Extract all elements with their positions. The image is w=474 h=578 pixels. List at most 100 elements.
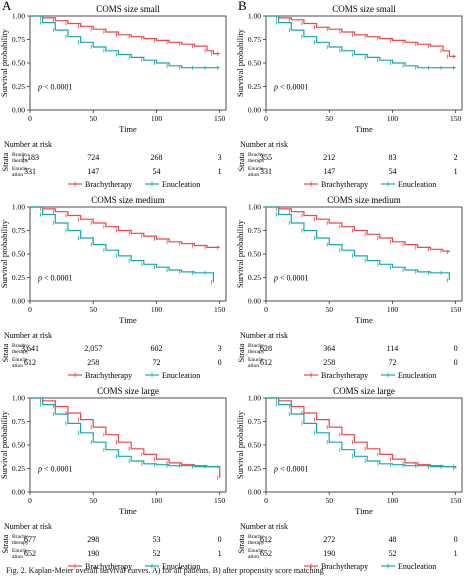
risk-count: 1 <box>218 549 222 558</box>
survival-curve <box>30 206 220 248</box>
risk-row-label: Brachy- <box>248 152 266 158</box>
risk-count: 52 <box>152 549 160 558</box>
x-tick-label: 150 <box>450 305 462 314</box>
p-value-label: p < 0.0001 <box>273 465 309 474</box>
y-tick-label: 1.00 <box>12 12 25 21</box>
risk-count: 331 <box>24 167 36 176</box>
km-panel: COMS size medium 0.00 0.25 0.50 0.75 1.00Surv… <box>235 195 463 380</box>
risk-count: 628 <box>260 344 272 353</box>
risk-count: 3 <box>218 153 222 162</box>
y-tick-label: 0.75 <box>12 226 25 235</box>
chart-title: COMS size large <box>333 386 395 396</box>
risk-row-label: Brachy- <box>248 534 266 540</box>
risk-row-label: ation <box>248 363 259 369</box>
survival-curve <box>266 206 450 253</box>
x-tick-label: 50 <box>325 114 333 123</box>
risk-row-label: ation <box>248 554 259 560</box>
chart-title: COMS size small <box>96 4 160 14</box>
p-value-label: p < 0.0001 <box>37 83 73 92</box>
y-tick-label: 0.00 <box>248 297 261 306</box>
km-panel: COMS size medium 0.00 0.25 0.50 0.75 1.00Surv… <box>0 195 227 380</box>
risk-count: 364 <box>323 344 335 353</box>
x-tick-label: 0 <box>28 114 32 123</box>
panel-letter: B <box>238 0 247 13</box>
risk-count: 298 <box>87 535 99 544</box>
x-tick-label: 0 <box>28 305 32 314</box>
risk-count: 677 <box>24 535 36 544</box>
risk-row-label: ation <box>12 363 23 369</box>
y-tick-label: 0.75 <box>248 226 261 235</box>
x-tick-label: 50 <box>89 496 97 505</box>
risk-count: 652 <box>260 549 272 558</box>
y-tick-label: 0.25 <box>12 464 25 473</box>
survival-curve <box>266 397 456 468</box>
x-tick-label: 0 <box>264 305 268 314</box>
legend-label: Brachytherapy <box>321 180 368 189</box>
strata-label: Strata <box>237 152 246 171</box>
risk-row-label: therapy <box>248 349 265 355</box>
risk-count: 1 <box>454 549 458 558</box>
y-tick-label: 0.50 <box>12 441 25 450</box>
y-axis-label: Survival probability <box>235 28 245 97</box>
risk-count: 652 <box>24 549 36 558</box>
risk-row-label: Brachy- <box>12 343 30 349</box>
x-tick-label: 100 <box>151 496 163 505</box>
risk-count: 331 <box>260 167 272 176</box>
risk-count: 0 <box>454 344 458 353</box>
y-axis-label: Survival probability <box>235 410 245 479</box>
risk-row-label: therapy <box>12 158 29 164</box>
legend-label: Brachytherapy <box>321 371 368 380</box>
x-tick-label: 150 <box>450 114 462 123</box>
risk-count: 258 <box>87 358 99 367</box>
y-tick-label: 0.50 <box>248 250 261 259</box>
risk-row-label: ation <box>12 554 23 560</box>
survival-curve <box>266 397 457 469</box>
x-tick-label: 0 <box>264 114 268 123</box>
risk-table-title: Number at risk <box>240 140 288 149</box>
risk-row-label: Enucle- <box>12 548 29 554</box>
risk-count: 54 <box>388 167 396 176</box>
risk-row-label: Enucle- <box>248 548 265 554</box>
risk-row-label: ation <box>12 172 23 178</box>
legend-label: Brachytherapy <box>85 180 132 189</box>
risk-count: 612 <box>24 358 36 367</box>
survival-curve <box>30 397 221 478</box>
risk-table-title: Number at risk <box>4 140 52 149</box>
km-panel: COMS size small 0.00 0.25 0.50 0.75 1.00Survi… <box>0 4 227 189</box>
risk-count: 602 <box>150 344 162 353</box>
strata-label: Strata <box>1 152 10 171</box>
legend-label: Enucleation <box>162 562 200 571</box>
y-axis-label: Survival probability <box>0 410 9 479</box>
km-panel: COMS size large 0.00 0.25 0.50 0.75 1.00Survi… <box>235 386 463 571</box>
y-tick-label: 1.00 <box>248 394 261 403</box>
risk-count: 0 <box>218 358 222 367</box>
survival-curve <box>266 15 456 57</box>
risk-count: 3 <box>218 344 222 353</box>
x-tick-label: 100 <box>387 305 399 314</box>
y-axis-label: Survival probability <box>0 219 9 288</box>
legend-label: Enucleation <box>398 562 436 571</box>
km-panel: COMS size large 0.00 0.25 0.50 0.75 1.00Survi… <box>0 386 227 571</box>
risk-row-label: Enucle- <box>12 357 29 363</box>
x-tick-label: 50 <box>325 305 333 314</box>
risk-count: 52 <box>388 549 396 558</box>
y-tick-label: 0.75 <box>12 417 25 426</box>
y-tick-label: 0.00 <box>12 297 25 306</box>
risk-row-label: Enucle- <box>248 357 265 363</box>
y-tick-label: 0.25 <box>12 82 25 91</box>
risk-count: 72 <box>152 358 160 367</box>
panel-letter: A <box>2 0 12 13</box>
risk-count: 355 <box>260 153 272 162</box>
x-tick-label: 0 <box>28 496 32 505</box>
risk-row-label: Brachy- <box>12 534 30 540</box>
p-value-label: p < 0.0001 <box>37 465 73 474</box>
y-tick-label: 0.25 <box>12 273 25 282</box>
x-axis-label: Time <box>355 124 373 134</box>
risk-count: 258 <box>323 358 335 367</box>
x-axis-label: Time <box>119 506 137 516</box>
x-tick-label: 100 <box>151 114 163 123</box>
survival-curve <box>30 15 220 69</box>
risk-count: 147 <box>87 167 99 176</box>
risk-row-label: therapy <box>248 540 265 546</box>
